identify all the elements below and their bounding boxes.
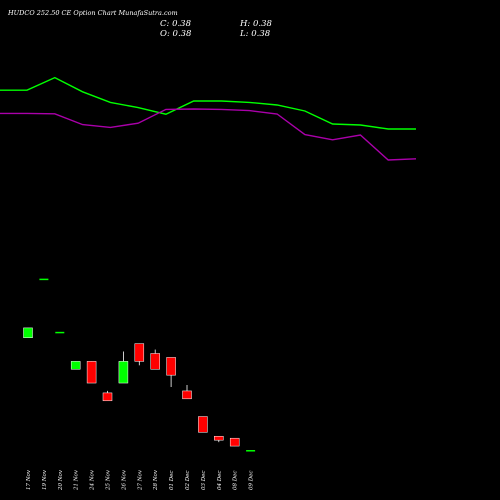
candle-body xyxy=(55,331,65,334)
candle-body xyxy=(198,416,208,433)
candle-01-dec xyxy=(166,357,176,387)
x-tick-label: 04 Dec xyxy=(217,471,223,491)
candle-body xyxy=(229,437,240,447)
x-tick-label: 20 Nov xyxy=(58,469,64,491)
candle-17-nov xyxy=(23,327,33,338)
x-tick-label: 28 Nov xyxy=(153,469,159,491)
overlay-lines xyxy=(0,76,417,161)
candle-body xyxy=(214,435,224,441)
x-axis-labels: 17 Nov 19 Nov 20 Nov 21 Nov 24 Nov 25 Nov 26 N… xyxy=(26,469,255,491)
high-value: H: 0.38 xyxy=(240,19,272,29)
candle-04-dec xyxy=(214,435,224,443)
candle-body xyxy=(86,361,97,384)
candle-08-dec xyxy=(229,437,240,447)
candle-body xyxy=(102,392,113,402)
candle-21-nov xyxy=(70,361,81,370)
x-tick-label: 02 Dec xyxy=(185,471,191,491)
candle-body xyxy=(134,343,145,362)
overlay-line-1 xyxy=(0,76,416,130)
candle-body xyxy=(182,390,192,400)
candles xyxy=(23,278,256,452)
open-value: O: 0.38 xyxy=(160,29,192,39)
candle-body xyxy=(39,278,49,281)
x-tick-label: 25 Nov xyxy=(106,469,112,491)
chart-title: HUDCO 252.50 CE Option Chart MunafaSutra… xyxy=(8,9,178,17)
candle-body xyxy=(118,361,129,384)
x-tick-label: 26 Nov xyxy=(121,469,127,491)
x-tick-label: 19 Nov xyxy=(42,469,48,490)
candle-body xyxy=(23,327,33,338)
overlay-line-2 xyxy=(0,108,417,161)
candle-body xyxy=(70,361,81,370)
x-tick-label: 03 Dec xyxy=(201,471,207,491)
candle-body xyxy=(150,353,160,370)
candle-25-nov xyxy=(102,390,113,402)
candle-26-nov xyxy=(118,351,129,384)
candle-28-nov xyxy=(150,349,160,370)
x-tick-label: 27 Nov xyxy=(137,469,143,491)
candle-09-dec xyxy=(246,450,256,452)
x-tick-label: 21 Nov xyxy=(74,469,80,491)
x-tick-label: 01 Dec xyxy=(169,471,175,491)
x-tick-label: 09 Dec xyxy=(249,471,255,491)
x-tick-label: 17 Nov xyxy=(26,469,32,490)
candle-body xyxy=(246,450,256,452)
x-tick-label: 08 Dec xyxy=(233,471,239,491)
low-value: L: 0.38 xyxy=(240,29,271,39)
x-tick-label: 24 Nov xyxy=(90,469,96,491)
candle-20-nov xyxy=(55,331,65,334)
candle-24-nov xyxy=(86,361,97,384)
candle-02-dec xyxy=(182,385,192,400)
candle-27-nov xyxy=(134,343,145,366)
candle-body xyxy=(166,357,176,376)
candle-03-dec xyxy=(198,416,208,433)
candle-19-nov xyxy=(39,278,49,281)
close-value: C: 0.38 xyxy=(160,19,191,29)
